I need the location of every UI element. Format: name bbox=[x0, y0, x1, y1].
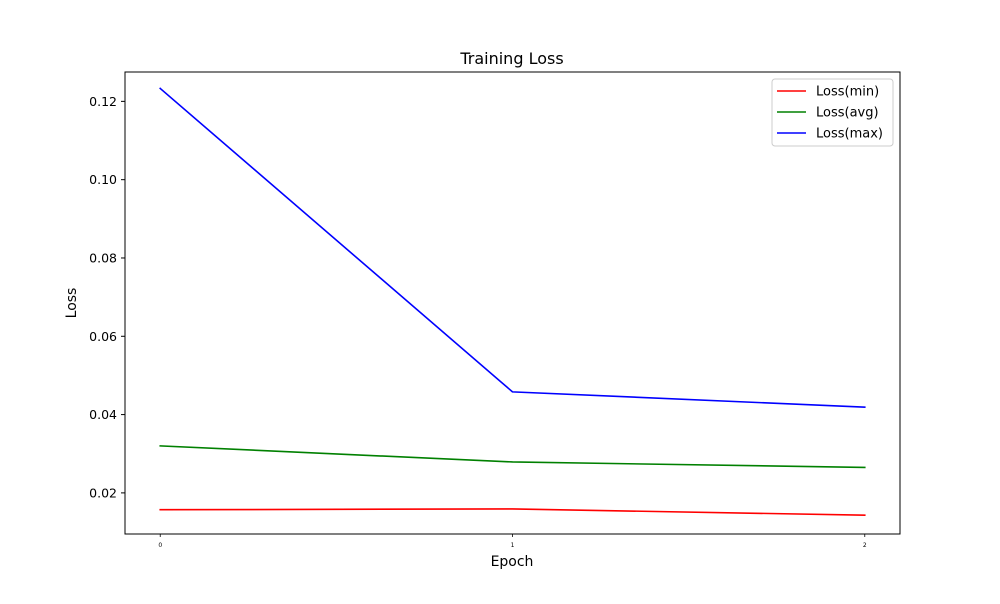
series-line-0 bbox=[159, 508, 866, 517]
y-axis: 0.02 0.04 0.06 0.08 0.10 0.12 bbox=[89, 94, 125, 500]
legend-label: Loss(min) bbox=[816, 85, 879, 100]
series-layer bbox=[159, 87, 866, 517]
x-axis-label: Epoch bbox=[491, 554, 534, 570]
y-tick-label: 0.08 bbox=[89, 250, 117, 265]
y-tick-label: 0.12 bbox=[89, 94, 117, 109]
series-line-1 bbox=[159, 445, 866, 469]
legend-box bbox=[771, 78, 894, 147]
legend-label: Loss(max) bbox=[816, 127, 883, 142]
series-line-2 bbox=[159, 87, 866, 408]
legend: Loss(min) Loss(avg) Loss(max) bbox=[771, 78, 894, 147]
x-tick-label: 1 bbox=[511, 542, 515, 549]
y-axis-label: Loss bbox=[64, 288, 80, 319]
y-tick-label: 0.02 bbox=[89, 485, 117, 500]
y-tick-label: 0.10 bbox=[89, 172, 117, 187]
x-tick-label: 0 bbox=[158, 542, 162, 549]
legend-label: Loss(avg) bbox=[816, 106, 879, 121]
plot-area-frame bbox=[124, 71, 901, 535]
chart-title: Training Loss bbox=[459, 49, 563, 68]
x-tick-label: 2 bbox=[863, 542, 867, 549]
y-tick-label: 0.04 bbox=[89, 407, 117, 422]
y-tick-label: 0.06 bbox=[89, 329, 117, 344]
